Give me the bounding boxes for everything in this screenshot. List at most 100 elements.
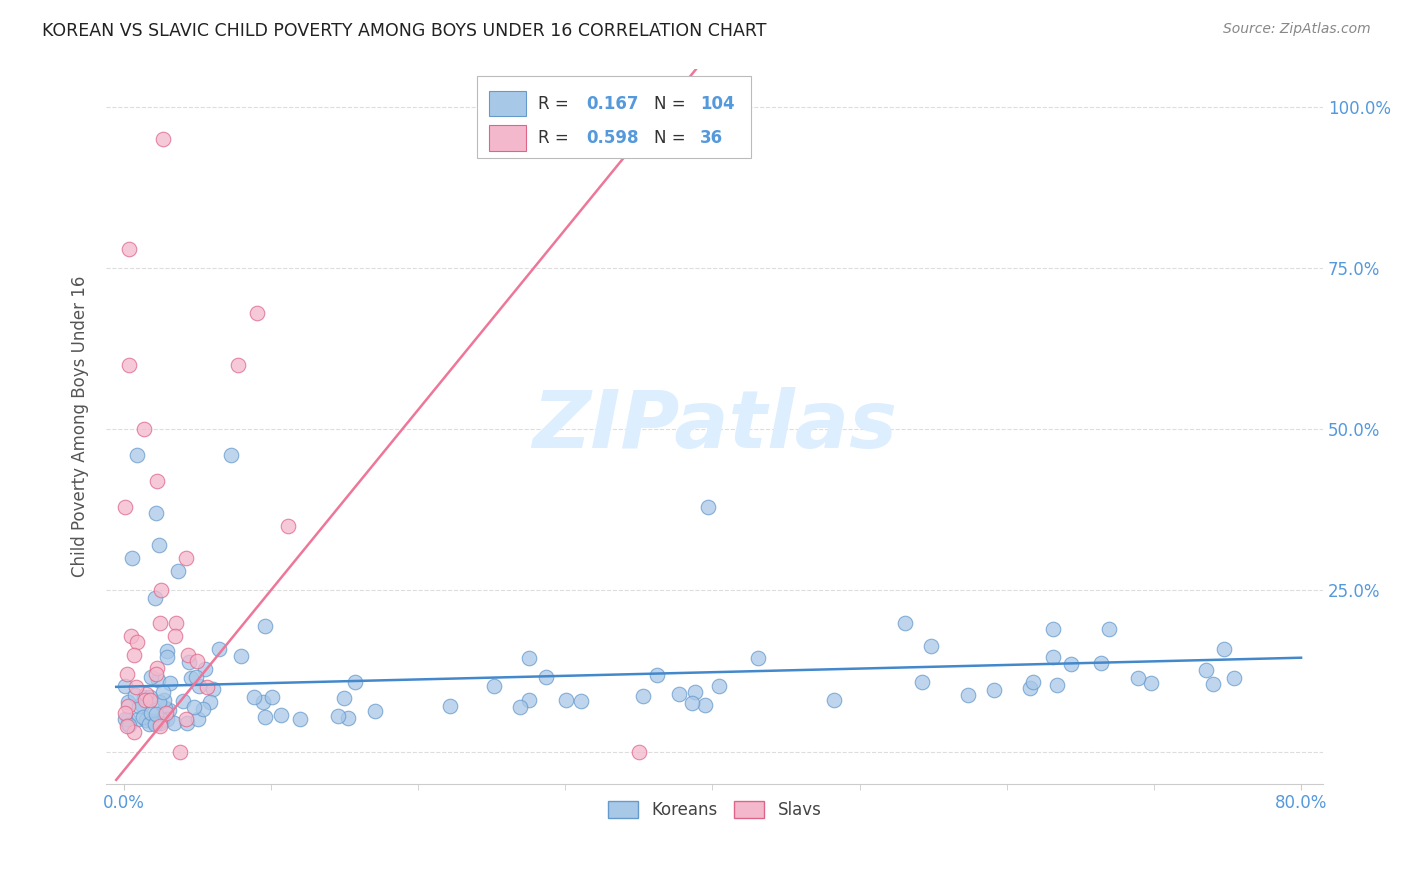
Point: [149, 719, 172, 733]
Point: [177, 648, 200, 662]
Point: [627, 745, 650, 759]
Point: [141, 714, 163, 729]
Point: [114, 500, 136, 514]
Point: [152, 684, 174, 698]
FancyBboxPatch shape: [489, 125, 526, 151]
Text: R =: R =: [538, 129, 574, 147]
Point: [131, 709, 153, 723]
Point: [149, 583, 172, 598]
Point: [1126, 671, 1149, 685]
Point: [153, 693, 176, 707]
Point: [118, 242, 141, 256]
Point: [118, 358, 141, 372]
Point: [681, 696, 703, 710]
Point: [198, 695, 221, 709]
Point: [152, 132, 174, 146]
Point: [165, 615, 187, 630]
Point: [1022, 675, 1045, 690]
Point: [894, 615, 917, 630]
Point: [117, 699, 139, 714]
Point: [128, 698, 150, 713]
Point: [1059, 657, 1081, 671]
Point: [134, 693, 156, 707]
Point: [125, 448, 148, 462]
Point: [155, 706, 177, 720]
Point: [253, 618, 276, 632]
Text: 0.167: 0.167: [586, 95, 640, 112]
Point: [176, 716, 198, 731]
Point: [1195, 663, 1218, 677]
Point: [1223, 672, 1246, 686]
Point: [337, 711, 360, 725]
Point: [139, 670, 162, 684]
Text: 0.598: 0.598: [586, 129, 640, 147]
Point: [148, 538, 170, 552]
Point: [1090, 656, 1112, 670]
Point: [555, 693, 578, 707]
Y-axis label: Child Poverty Among Boys Under 16: Child Poverty Among Boys Under 16: [72, 276, 89, 577]
Point: [122, 648, 145, 662]
Point: [145, 707, 167, 722]
Point: [1139, 676, 1161, 690]
Point: [668, 687, 690, 701]
Point: [983, 683, 1005, 698]
Point: [517, 651, 540, 665]
Point: [534, 669, 557, 683]
Point: [139, 690, 162, 704]
FancyBboxPatch shape: [477, 76, 751, 158]
Text: Source: ZipAtlas.com: Source: ZipAtlas.com: [1223, 22, 1371, 37]
Point: [208, 642, 231, 657]
Point: [139, 693, 162, 707]
Point: [179, 671, 201, 685]
Point: [697, 500, 720, 514]
Point: [146, 661, 169, 675]
Point: [911, 675, 934, 690]
Text: N =: N =: [654, 129, 690, 147]
Point: [188, 679, 211, 693]
Point: [122, 725, 145, 739]
Point: [162, 716, 184, 731]
Point: [156, 713, 179, 727]
Point: [333, 691, 356, 706]
Point: [131, 698, 153, 712]
Point: [149, 712, 172, 726]
Point: [149, 715, 172, 730]
Point: [117, 712, 139, 726]
Point: [138, 716, 160, 731]
Point: [124, 688, 146, 702]
Point: [145, 667, 167, 681]
Point: [1046, 678, 1069, 692]
Point: [260, 690, 283, 704]
Point: [117, 717, 139, 731]
Point: [920, 639, 942, 653]
Point: [252, 695, 274, 709]
Point: [194, 662, 217, 676]
Point: [114, 706, 136, 720]
Point: [146, 673, 169, 688]
Point: [115, 719, 138, 733]
Text: 36: 36: [700, 129, 723, 147]
Point: [127, 712, 149, 726]
Point: [517, 693, 540, 707]
Point: [1042, 622, 1064, 636]
Point: [132, 422, 155, 436]
Point: [1042, 650, 1064, 665]
Point: [166, 564, 188, 578]
Point: [270, 708, 292, 723]
Point: [186, 654, 208, 668]
Point: [172, 694, 194, 708]
Point: [344, 675, 367, 690]
Point: [226, 358, 249, 372]
Point: [484, 679, 506, 693]
Point: [569, 694, 592, 708]
Point: [145, 506, 167, 520]
Point: [114, 680, 136, 694]
Point: [148, 696, 170, 710]
Point: [631, 690, 654, 704]
Text: N =: N =: [654, 95, 690, 112]
Point: [150, 713, 173, 727]
Point: [186, 670, 208, 684]
Point: [132, 690, 155, 705]
Point: [114, 712, 136, 726]
Point: [117, 695, 139, 709]
